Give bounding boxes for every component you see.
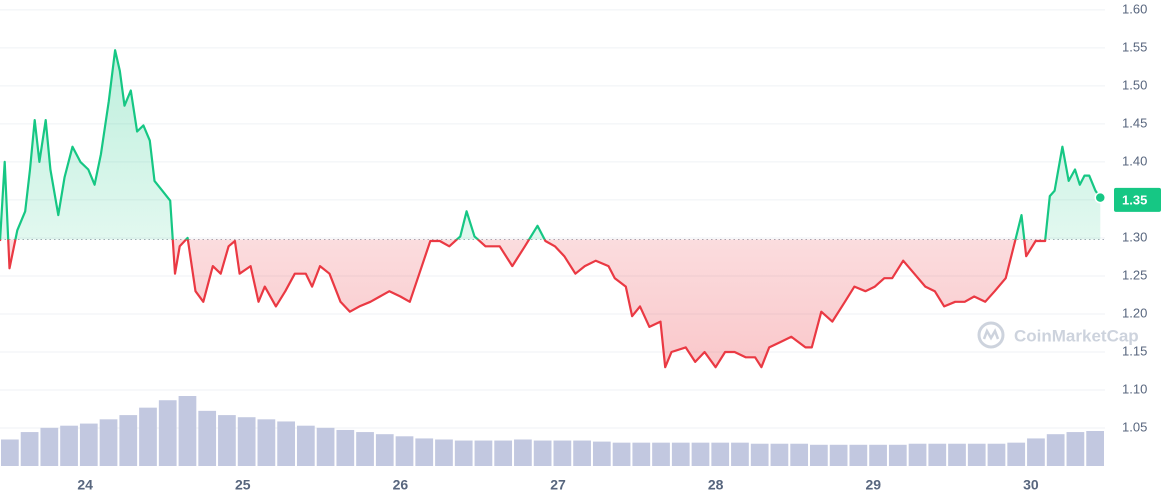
volume-bar <box>829 444 848 466</box>
y-tick-label: 1.40 <box>1122 153 1147 168</box>
watermark-logo-mark <box>982 328 1000 341</box>
y-tick-label: 1.05 <box>1122 419 1147 434</box>
y-tick-label: 1.50 <box>1122 77 1147 92</box>
volume <box>1 396 1104 466</box>
volume-bar <box>948 443 966 466</box>
price-badge <box>1114 187 1161 212</box>
watermark-text: CoinMarketCap <box>1014 326 1139 345</box>
last-point <box>1094 191 1107 204</box>
volume-bar <box>1007 442 1026 466</box>
volume-bar <box>553 440 572 466</box>
volume-bar <box>533 440 552 466</box>
volume-bar <box>178 396 197 466</box>
volume-bar <box>770 443 789 466</box>
volume-bar <box>356 432 374 466</box>
volume-bar <box>1086 431 1104 466</box>
y-tick-label: 1.10 <box>1122 381 1147 396</box>
volume-bar <box>790 443 809 466</box>
y-tick-label: 1.60 <box>1122 1 1147 16</box>
volume-bar <box>731 442 749 466</box>
y-tick-label: 1.15 <box>1122 343 1147 358</box>
volume-bar <box>711 442 730 466</box>
volume-bar <box>60 425 78 466</box>
y-tick-label: 1.55 <box>1122 39 1147 54</box>
volume-bar <box>395 436 414 466</box>
volume-bar <box>592 441 611 466</box>
volume-bar <box>1 439 19 466</box>
volume-bar <box>316 427 335 466</box>
price-line-up <box>0 49 1102 240</box>
volume-bar <box>198 410 217 466</box>
volume-bar <box>514 439 532 466</box>
volume-bar <box>1066 432 1085 466</box>
volume-bar <box>888 444 907 466</box>
y-tick-label: 1.45 <box>1122 115 1147 130</box>
price-line-down <box>0 239 1047 369</box>
volume-bar <box>40 427 59 466</box>
watermark: CoinMarketCap <box>977 321 1139 349</box>
volume-bar <box>908 443 927 466</box>
watermark-logo <box>977 321 1005 349</box>
volume-bar <box>474 440 493 466</box>
volume-bar <box>494 440 513 466</box>
volume-bar <box>257 419 276 466</box>
volume-bar <box>652 442 670 466</box>
volume-bar <box>375 434 394 466</box>
volume-bar <box>671 442 690 466</box>
volume-bar <box>987 443 1006 466</box>
x-tick-label: 29 <box>865 477 881 493</box>
x-tick-label: 25 <box>235 477 251 493</box>
x-tick-label: 30 <box>1023 477 1039 493</box>
volume-bar <box>612 442 631 466</box>
volume-bar <box>99 419 118 466</box>
volume-bar <box>218 415 236 466</box>
volume-bar <box>691 442 710 466</box>
volume-bar <box>928 443 947 466</box>
volume-bar <box>79 423 98 466</box>
volume-bar <box>1027 438 1045 466</box>
volume-bar <box>967 443 986 466</box>
price-badge-label: 1.35 <box>1122 192 1147 207</box>
x-tick-label: 26 <box>393 477 409 493</box>
volume-bar <box>869 444 887 466</box>
volume-bar <box>336 429 355 466</box>
volume-bar <box>810 444 828 466</box>
volume-bar <box>435 439 453 466</box>
volume-bar <box>20 432 39 466</box>
area-down <box>0 239 1101 368</box>
volume-bar <box>277 421 295 466</box>
y-tick-label: 1.25 <box>1122 267 1147 282</box>
volume-bar <box>119 415 138 466</box>
volume-bar <box>454 440 473 466</box>
volume-bar <box>849 444 868 466</box>
volume-bar <box>750 443 769 466</box>
volume-bar <box>573 440 591 466</box>
x-tick-label: 24 <box>77 477 93 493</box>
y-tick-label: 1.30 <box>1122 229 1147 244</box>
area-up <box>0 50 1101 240</box>
y-tick-label: 1.20 <box>1122 305 1147 320</box>
x-tick-label: 28 <box>708 477 724 493</box>
volume-bar <box>139 407 157 466</box>
volume-bar <box>415 438 434 466</box>
volume-bar <box>237 417 256 466</box>
volume-bar <box>1046 434 1065 466</box>
x-tick-label: 27 <box>550 477 566 493</box>
volume-bar <box>632 442 651 466</box>
volume-bar <box>296 425 315 466</box>
volume-bar <box>158 400 177 466</box>
